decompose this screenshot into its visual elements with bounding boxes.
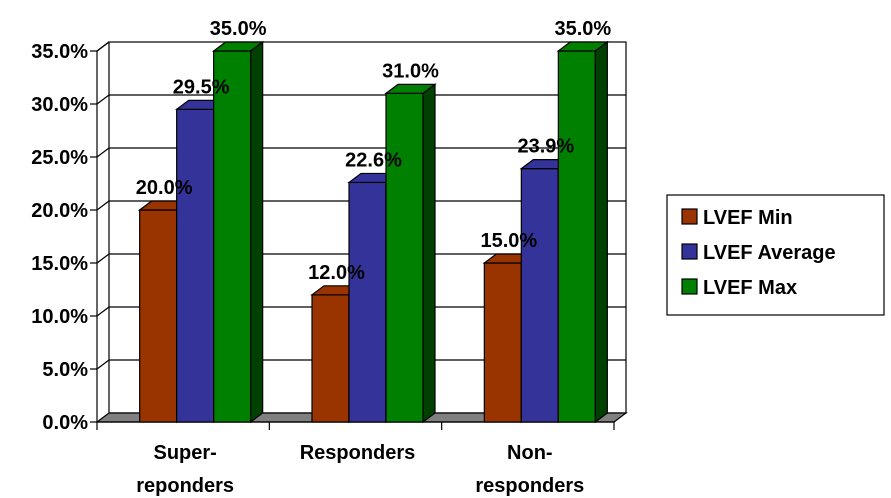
bars xyxy=(137,40,610,424)
x-tick-label: Non-responders xyxy=(475,442,584,497)
bar-front xyxy=(557,50,596,423)
bar-front xyxy=(176,108,215,423)
legend-label: LVEF Max xyxy=(703,277,797,299)
bar-front xyxy=(385,92,424,423)
bar-front xyxy=(348,181,387,423)
bar-lvef-max xyxy=(211,40,265,424)
y-tick-label: 0.0% xyxy=(42,412,88,434)
y-tick-label: 15.0% xyxy=(31,253,88,275)
gridline-side xyxy=(96,306,110,317)
bar-lvef-max xyxy=(556,40,610,424)
x-axis-labels: Super-reponders Responders Non-responders xyxy=(136,442,584,497)
data-label: 23.9% xyxy=(517,136,574,158)
data-labels: 20.0% 29.5% 35.0% 12.0% 22.6% 31.0% 15.0% 23.9%… xyxy=(136,18,612,284)
y-tick-label: 30.0% xyxy=(31,94,88,116)
y-tick-label: 35.0% xyxy=(31,41,88,63)
x-tick-label: Super-reponders xyxy=(136,442,234,497)
legend-box xyxy=(666,194,885,316)
gridline-side xyxy=(96,359,110,370)
bar-front xyxy=(139,209,178,423)
gridline-side xyxy=(96,147,110,158)
gridline-side xyxy=(96,94,110,105)
data-label: 20.0% xyxy=(136,177,193,199)
x-axis-ticks xyxy=(96,421,615,430)
gridline-side xyxy=(96,200,110,211)
legend-swatch xyxy=(681,208,698,225)
data-label: 12.0% xyxy=(308,262,365,284)
data-label: 31.0% xyxy=(382,60,439,82)
bar-front xyxy=(483,262,522,423)
y-tick-label: 20.0% xyxy=(31,200,88,222)
legend-label: LVEF Min xyxy=(703,207,793,229)
bar-front xyxy=(311,294,350,423)
bar-lvef-max xyxy=(384,83,437,424)
data-label: 29.5% xyxy=(173,76,230,98)
legend-label: LVEF Average xyxy=(703,242,836,264)
y-axis-ticks: 0.0% 5.0% 10.0% 15.0% 20.0% 25.0% 30.0% 35.0% xyxy=(31,41,97,434)
bar-side xyxy=(422,83,436,424)
bar-front xyxy=(213,50,252,423)
x-tick-label: Responders xyxy=(300,442,416,464)
y-tick-label: 25.0% xyxy=(31,147,88,169)
y-tick-label: 10.0% xyxy=(31,306,88,328)
legend: LVEF Min LVEF Average LVEF Max xyxy=(666,194,885,316)
gridline-side xyxy=(96,253,110,264)
data-label: 35.0% xyxy=(210,18,267,40)
data-label: 15.0% xyxy=(480,230,537,252)
bar-front xyxy=(520,168,559,423)
legend-swatch xyxy=(681,278,698,295)
data-label: 22.6% xyxy=(345,149,402,171)
bar-side xyxy=(250,40,264,424)
y-axis-top-edge xyxy=(96,41,110,52)
y-tick-label: 5.0% xyxy=(42,359,88,381)
data-label: 35.0% xyxy=(554,18,611,40)
bar-side xyxy=(594,40,608,424)
legend-swatch xyxy=(681,243,698,260)
